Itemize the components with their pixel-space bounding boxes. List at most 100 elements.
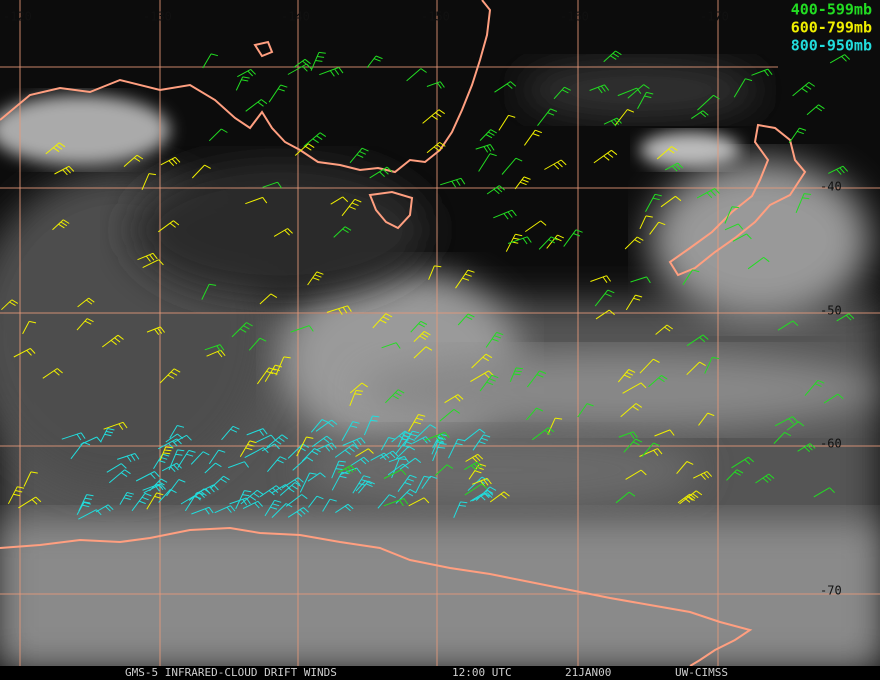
wind-barb xyxy=(137,252,158,262)
wind-barb xyxy=(639,448,663,457)
footer-date: 21JAN00 xyxy=(565,666,611,679)
wind-barb xyxy=(589,84,610,94)
wind-barb xyxy=(135,471,160,482)
wind-barb xyxy=(677,493,696,504)
wind-barb xyxy=(527,370,547,388)
wind-barb xyxy=(472,477,492,487)
wind-barb xyxy=(279,482,302,496)
legend-entry: 400-599mb xyxy=(791,1,872,19)
wind-barb xyxy=(747,256,770,270)
wind-barb xyxy=(656,146,678,160)
wind-barb xyxy=(836,313,855,322)
wind-barb xyxy=(202,53,219,69)
wind-barb xyxy=(595,309,615,320)
wind-barb xyxy=(774,416,798,427)
wind-barb xyxy=(509,367,524,382)
wind-barb xyxy=(380,437,396,451)
latitude-label: -40 xyxy=(820,180,842,194)
wind-barb xyxy=(240,489,264,505)
wind-barb xyxy=(157,438,182,450)
wind-barb xyxy=(531,427,555,441)
wind-barb xyxy=(486,185,506,195)
wind-barb xyxy=(523,129,542,146)
wind-barb xyxy=(654,429,675,437)
wind-barb xyxy=(76,318,94,331)
wind-barb xyxy=(242,500,263,510)
wind-barb xyxy=(426,81,445,89)
wind-barb xyxy=(141,173,156,190)
wind-barb xyxy=(22,320,37,335)
wind-barb xyxy=(399,457,422,470)
footer-bar xyxy=(0,666,880,680)
wind-barb xyxy=(131,492,152,512)
wind-barb xyxy=(553,86,571,100)
wind-barb xyxy=(686,334,709,347)
wind-barb xyxy=(292,456,314,471)
wind-barb xyxy=(426,141,446,154)
wind-barb xyxy=(639,215,653,230)
wind-barb xyxy=(538,236,558,250)
wind-barb xyxy=(54,165,75,176)
wind-barb xyxy=(103,421,128,430)
wind-barb xyxy=(422,109,445,124)
wind-barb xyxy=(432,433,447,449)
wind-barb xyxy=(444,394,464,404)
wind-barb xyxy=(421,475,438,489)
wind-barb xyxy=(370,452,390,461)
wind-barb xyxy=(160,156,181,167)
longitude-labels: -120 -130 -140 -150 -160 -170 xyxy=(3,10,729,24)
wind-barb xyxy=(440,177,466,188)
wind-barb xyxy=(485,331,504,348)
wind-barb xyxy=(204,344,225,352)
wind-barb xyxy=(453,501,468,518)
wind-barb xyxy=(732,233,752,242)
wind-barb xyxy=(191,164,211,179)
wind-barb xyxy=(177,449,196,468)
wind-barb xyxy=(204,462,222,474)
wind-barb xyxy=(439,408,460,422)
wind-barb xyxy=(413,330,431,343)
wind-barb xyxy=(261,443,280,452)
wind-barb xyxy=(259,293,278,305)
wind-barb xyxy=(434,464,454,476)
wind-barb xyxy=(341,421,360,442)
wind-barb xyxy=(108,469,131,484)
wind-barb xyxy=(349,382,368,394)
wind-barb xyxy=(755,473,775,484)
wind-barb xyxy=(106,463,127,473)
wind-barb xyxy=(352,475,371,494)
wind-barb xyxy=(395,445,416,460)
wind-barb xyxy=(210,475,230,489)
wind-barb xyxy=(159,368,181,384)
wind-barb xyxy=(493,209,517,220)
wind-barb xyxy=(507,236,532,245)
wind-barb xyxy=(149,478,168,492)
wind-barb xyxy=(590,275,612,283)
wind-barb xyxy=(526,407,544,421)
wind-barb xyxy=(726,469,744,481)
wind-barb xyxy=(645,193,662,213)
wind-barb xyxy=(475,144,495,153)
wind-barb xyxy=(248,337,267,351)
wind-barb xyxy=(377,494,396,509)
wind-barb xyxy=(391,458,407,479)
wind-barb xyxy=(246,428,268,436)
legend-entry: 600-799mb xyxy=(791,19,872,37)
wind-barb xyxy=(308,495,324,508)
wind-barb xyxy=(267,456,287,473)
wind-barb xyxy=(143,483,166,494)
longitude-label: -170 xyxy=(700,10,729,24)
wind-barb xyxy=(316,442,337,452)
wind-barb xyxy=(161,462,182,473)
wind-barb xyxy=(342,437,366,448)
wind-barb xyxy=(733,78,753,98)
wind-barb xyxy=(168,449,185,471)
wind-barb xyxy=(61,432,86,441)
wind-barb xyxy=(379,450,399,460)
wind-barb xyxy=(290,325,314,333)
wind-barb xyxy=(287,507,309,518)
wind-barb xyxy=(679,490,703,505)
wind-barb xyxy=(173,434,192,443)
wind-barb xyxy=(786,421,805,431)
